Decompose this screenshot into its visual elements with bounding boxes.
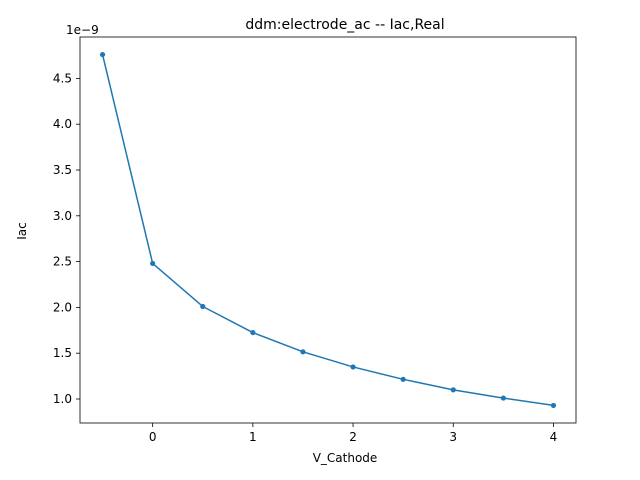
data-point [500,395,506,401]
y-tick-label: 1.5 [53,346,72,360]
plot-frame [79,36,577,424]
y-tick-label: 4.5 [53,71,72,85]
y-axis-ticks: 1.0 1.5 2.0 2.5 3.0 3.5 4.0 4.5 [53,71,80,406]
series-layer [99,51,557,409]
data-point [450,387,456,393]
y-offset-label: 1e−9 [66,23,99,37]
y-tick-label: 3.0 [53,209,72,223]
y-tick-label: 1.0 [53,392,72,406]
y-tick-label: 2.0 [53,300,72,314]
y-tick-label: 2.5 [53,255,72,269]
data-point [550,402,557,409]
x-tick-label: 4 [550,430,558,444]
x-tick-label: 1 [249,430,257,444]
x-tick-label: 0 [149,430,157,444]
y-axis-label: Iac [15,222,29,240]
data-point [200,303,206,310]
series-line [101,54,554,407]
data-point [150,260,156,267]
x-axis-label: V_Cathode [313,451,378,465]
data-point [250,329,256,336]
x-axis-ticks: 0 1 2 3 4 [149,423,557,444]
data-point [350,364,356,370]
y-tick-label: 3.5 [53,163,72,177]
x-tick-label: 2 [349,430,357,444]
x-tick-label: 3 [449,430,457,444]
plot-area [80,37,576,423]
data-point [400,376,406,382]
y-tick-label: 4.0 [53,117,72,131]
data-point [99,51,106,58]
chart-title: ddm:electrode_ac -- Iac,Real [245,17,444,33]
data-point [300,349,306,355]
